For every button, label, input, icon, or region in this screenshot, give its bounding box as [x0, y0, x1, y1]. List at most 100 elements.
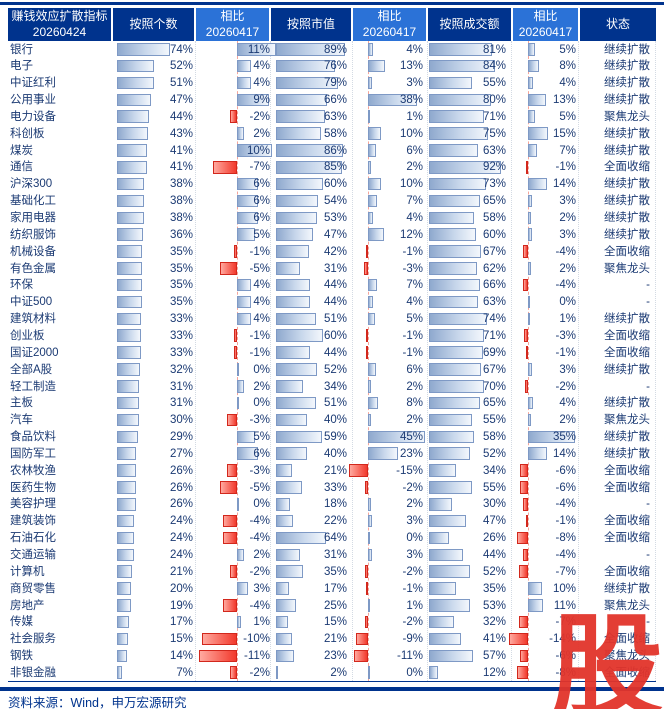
count-value: 24%: [169, 549, 193, 561]
turnover-bar: [429, 464, 456, 477]
count-value: 24%: [169, 515, 193, 528]
d-turnover-value: 3%: [559, 228, 576, 241]
d-count-value: -10%: [243, 633, 270, 646]
d-count-value: 1%: [253, 616, 270, 629]
turnover-bar: [429, 194, 480, 208]
mcap-bar: [276, 514, 294, 528]
count-bar: [117, 262, 143, 275]
table-row: 建筑材料 33% 4% 51% 5% 74% 1% 继续扩散: [0, 311, 664, 328]
turnover-bar: [429, 380, 484, 393]
d-mcap-value: 8%: [406, 397, 423, 410]
d-mcap-bar: [368, 59, 385, 73]
count-value: 14%: [169, 650, 193, 663]
d-mcap-bar: [348, 464, 368, 477]
turnover-bar: [429, 447, 470, 460]
sector-label: 国证2000: [10, 346, 59, 359]
table-row: 建筑装饰 24% -4% 22% 3% 47% -1% 全面收缩: [0, 513, 664, 530]
d-mcap-bar: [368, 76, 372, 90]
turnover-bar: [429, 632, 461, 646]
d-turnover-value: -4%: [555, 245, 576, 258]
table-row: 有色金属 35% -5% 31% -3% 62% 2% 聚焦龙头: [0, 260, 664, 277]
turnover-bar: [429, 43, 493, 56]
d-count-bar: [237, 497, 239, 511]
d-count-bar: [237, 228, 255, 241]
turnover-bar: [429, 649, 474, 663]
d-count-value: 0%: [253, 363, 270, 376]
table-row: 中证500 35% 4% 44% 4% 63% 0% -: [0, 294, 664, 311]
count-bar: [117, 144, 147, 157]
count-value: 29%: [169, 431, 193, 444]
sector-label: 传媒: [10, 616, 33, 629]
d-count-bar: [237, 548, 244, 562]
mcap-bar: [276, 413, 308, 427]
zero-axis-line-delta-mcap: [368, 41, 369, 681]
d-count-value: -4%: [249, 515, 270, 528]
d-count-value: 4%: [253, 296, 270, 309]
table-row: 计算机 21% -2% 35% -2% 52% -7% 全面收缩: [0, 563, 664, 580]
table-row: 中证红利 51% 4% 79% 3% 55% 4% 继续扩散: [0, 75, 664, 92]
turnover-bar: [429, 312, 487, 326]
mcap-value: 25%: [323, 599, 347, 612]
count-value: 31%: [169, 397, 193, 410]
mcap-bar: [276, 144, 344, 157]
status-value: 继续扩散: [604, 195, 650, 208]
d-mcap-value: -1%: [402, 329, 423, 342]
d-turnover-value: -3%: [555, 329, 576, 342]
d-mcap-bar: [353, 649, 368, 663]
status-value: 继续扩散: [604, 447, 650, 460]
d-mcap-bar: [368, 43, 374, 56]
d-count-value: 4%: [253, 77, 270, 90]
mcap-value: 40%: [323, 447, 347, 460]
count-bar: [117, 194, 145, 208]
sector-label: 通信: [10, 161, 33, 174]
d-count-bar: [219, 262, 237, 275]
count-bar: [117, 278, 143, 292]
d-mcap-value: 7%: [406, 195, 423, 208]
turnover-bar: [429, 565, 470, 578]
d-count-value: -2%: [249, 666, 270, 679]
turnover-bar: [429, 363, 482, 376]
column-separator: [511, 41, 512, 681]
d-count-bar: [237, 430, 255, 444]
status-value: 继续扩散: [604, 43, 650, 56]
turnover-value: 65%: [482, 195, 506, 208]
d-turnover-bar: [528, 194, 533, 208]
turnover-value: 55%: [482, 414, 506, 427]
header-cell-6: 相比 20260417: [513, 8, 578, 41]
d-mcap-value: 5%: [406, 313, 423, 326]
d-mcap-value: 10%: [399, 178, 423, 191]
d-turnover-value: -1%: [555, 346, 576, 359]
d-count-bar: [223, 514, 237, 528]
d-turnover-bar: [528, 396, 534, 410]
count-bar: [117, 329, 141, 343]
d-count-bar: [202, 632, 237, 646]
count-value: 36%: [169, 228, 193, 241]
turnover-value: 62%: [482, 262, 506, 275]
d-turnover-bar: [528, 93, 546, 107]
turnover-value: 41%: [482, 633, 506, 646]
turnover-value: 30%: [482, 498, 506, 511]
column-separator: [655, 41, 656, 681]
count-bar: [117, 76, 154, 90]
mcap-value: 44%: [323, 346, 347, 359]
count-bar: [117, 346, 141, 359]
d-mcap-bar: [368, 211, 374, 225]
d-count-value: 11%: [247, 43, 270, 56]
count-bar: [117, 430, 138, 444]
d-turnover-value: 8%: [559, 60, 576, 73]
sector-label: 交通运输: [10, 549, 56, 561]
d-count-value: -1%: [249, 346, 270, 359]
mcap-bar: [276, 76, 338, 90]
status-value: 全面收缩: [604, 346, 650, 359]
table-body: 银行 74% 11% 89% 4% 81% 5% 继续扩散 电子 52% 4% 76% 13% 84% 8%…: [0, 41, 664, 682]
mcap-value: 89%: [323, 43, 347, 56]
d-turnover-bar: [519, 464, 528, 477]
d-turnover-value: -1%: [555, 161, 576, 174]
sector-label: 环保: [10, 279, 33, 292]
turnover-value: 66%: [482, 279, 506, 292]
mcap-value: 59%: [323, 431, 347, 444]
d-count-value: 4%: [253, 279, 270, 292]
mcap-bar: [276, 93, 328, 107]
d-mcap-bar: [368, 127, 381, 140]
mcap-bar: [276, 43, 346, 56]
